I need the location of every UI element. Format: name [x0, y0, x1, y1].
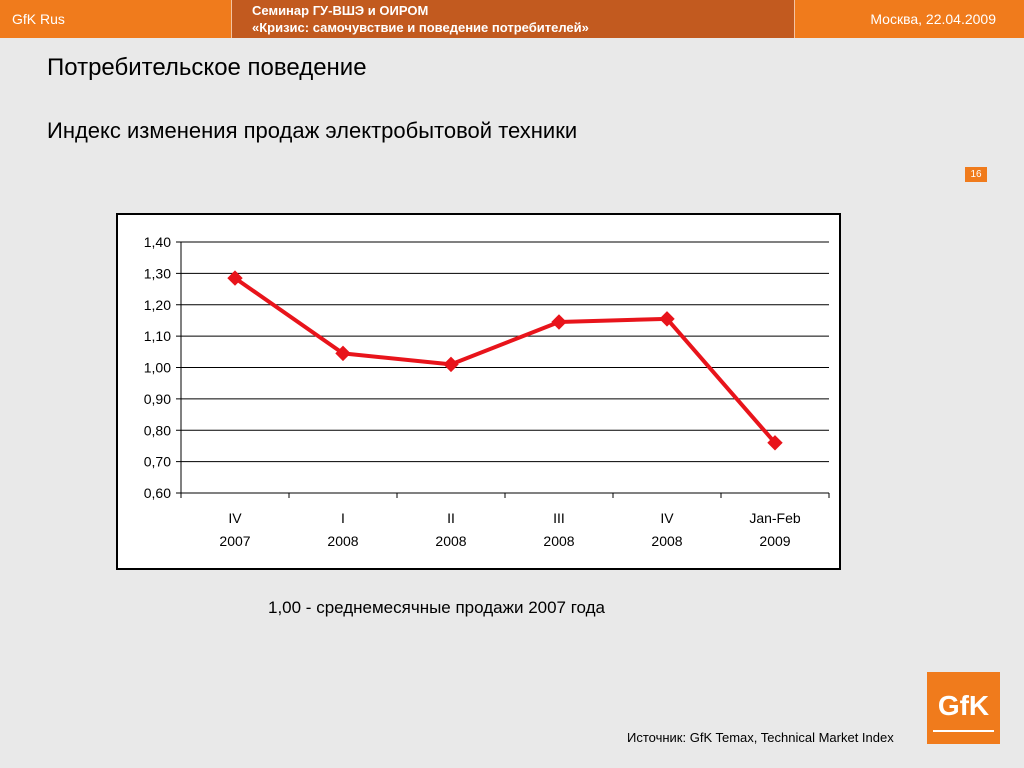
- header-bar: GfK Rus Семинар ГУ-ВШЭ и ОИРОМ «Кризис: …: [0, 0, 1024, 38]
- data-point-marker: [659, 311, 675, 327]
- y-tick-label: 0,60: [144, 485, 171, 501]
- y-tick-label: 1,40: [144, 234, 171, 250]
- chart-note: 1,00 - среднемесячные продажи 2007 года: [268, 598, 606, 617]
- brand-label: GfK Rus: [12, 11, 65, 27]
- x-tick-label-year: 2008: [543, 533, 574, 549]
- x-tick-label: IV: [660, 510, 674, 526]
- y-tick-label: 1,20: [144, 297, 171, 313]
- seminar-title: Семинар ГУ-ВШЭ и ОИРОМ «Кризис: самочувс…: [231, 0, 795, 38]
- data-point-marker: [767, 435, 783, 451]
- seminar-title-line1: Семинар ГУ-ВШЭ и ОИРОМ: [252, 3, 429, 18]
- slide-subtitle: Индекс изменения продаж электробытовой т…: [47, 118, 578, 143]
- x-tick-label: IV: [228, 510, 242, 526]
- data-point-marker: [443, 356, 459, 373]
- x-tick-label: III: [553, 510, 565, 526]
- gfk-logo: GfK: [927, 672, 1000, 744]
- y-tick-label: 0,90: [144, 391, 171, 407]
- x-tick-label: Jan-Feb: [749, 510, 801, 526]
- y-tick-label: 1,30: [144, 265, 171, 281]
- x-tick-label-year: 2008: [435, 533, 466, 549]
- y-tick-label: 0,80: [144, 422, 171, 438]
- gfk-logo-underline: [933, 730, 994, 732]
- y-tick-label: 1,00: [144, 360, 171, 376]
- x-tick-label-year: 2008: [327, 533, 358, 549]
- x-tick-label: I: [341, 510, 345, 526]
- series-line: [233, 276, 777, 445]
- line-chart: 0,60 0,70 0,80 0,90 1,00 1,10 1,20 1,30 1,40 IV 20…: [144, 234, 830, 549]
- data-point-marker: [335, 345, 351, 362]
- gfk-logo-text: GfK: [937, 690, 990, 721]
- place-date: Москва, 22.04.2009: [870, 11, 996, 27]
- y-tick-label: 1,10: [144, 328, 171, 344]
- y-tick-label: 0,70: [144, 454, 171, 470]
- x-tick-label-year: 2008: [651, 533, 682, 549]
- x-tick-label-year: 2007: [219, 533, 250, 549]
- source-caption: Источник: GfK Temax, Technical Market In…: [627, 730, 894, 745]
- x-tick-label-year: 2009: [759, 533, 790, 549]
- data-point-marker: [551, 314, 567, 330]
- slide-title: Потребительское поведение: [47, 54, 367, 81]
- x-tick-label: II: [447, 510, 455, 526]
- seminar-title-line2: «Кризис: самочувствие и поведение потреб…: [252, 20, 589, 35]
- chart-container: 0,60 0,70 0,80 0,90 1,00 1,10 1,20 1,30 1,40 IV 20…: [116, 213, 841, 570]
- data-point-marker: [227, 270, 243, 286]
- page-number-badge: 16: [965, 167, 987, 182]
